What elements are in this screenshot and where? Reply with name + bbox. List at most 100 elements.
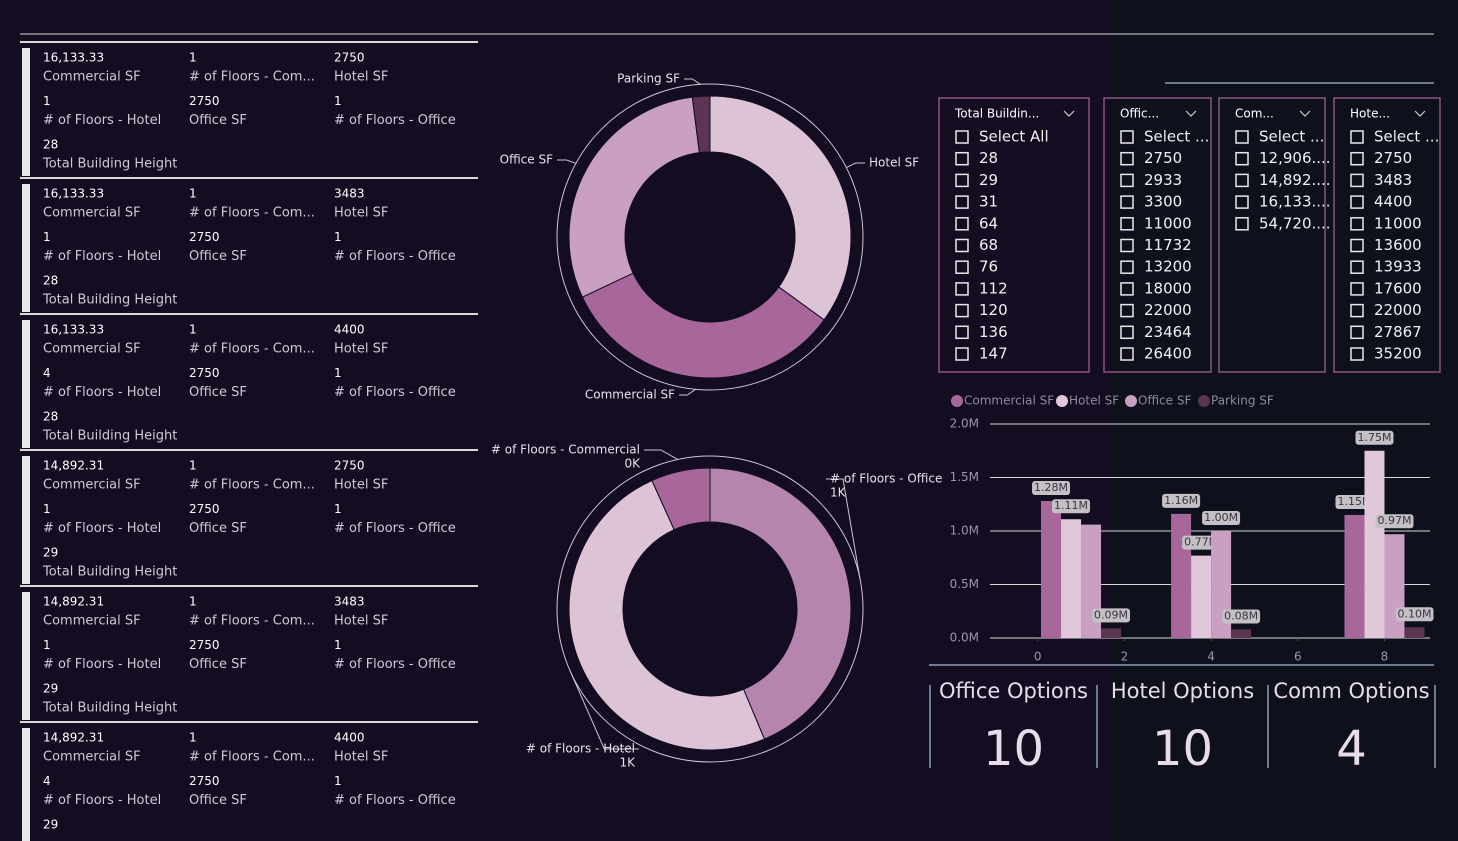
donut-ring — [556, 83, 864, 391]
checkbox[interactable] — [1350, 347, 1364, 361]
checkbox[interactable] — [955, 303, 969, 318]
checkbox[interactable] — [1120, 303, 1134, 318]
slicer-item[interactable]: 12,906.... — [1259, 149, 1331, 167]
checkbox[interactable] — [1350, 195, 1364, 209]
slicer-chevron[interactable] — [1063, 110, 1075, 117]
slicer-item[interactable]: 27867 — [1374, 323, 1422, 341]
slicer-item[interactable]: 31 — [979, 193, 998, 211]
slicer-chevron[interactable] — [1185, 110, 1197, 117]
checkbox[interactable] — [1120, 260, 1134, 274]
slicer-item[interactable]: 11000 — [1374, 214, 1422, 232]
slicer-item[interactable]: 28 — [979, 149, 998, 167]
checkbox[interactable] — [1120, 238, 1134, 253]
checkbox[interactable] — [1235, 173, 1249, 188]
checkbox[interactable] — [1120, 217, 1134, 231]
checkbox[interactable] — [955, 151, 969, 166]
slicer-item[interactable]: 26400 — [1144, 345, 1192, 363]
checkbox[interactable] — [1350, 217, 1364, 231]
slicer-item[interactable]: 13600 — [1374, 236, 1422, 254]
slicer-item[interactable]: 3483 — [1374, 171, 1412, 189]
card-label: Commercial SF — [43, 342, 141, 357]
card-label: Office SF — [189, 385, 247, 400]
slicer-item[interactable]: 11000 — [1144, 214, 1192, 232]
checkbox[interactable] — [955, 260, 969, 274]
slicer-chevron[interactable] — [1414, 110, 1426, 117]
donut-slice — [568, 96, 700, 298]
slicer-item[interactable]: 112 — [979, 279, 1008, 297]
checkbox[interactable] — [1350, 151, 1364, 166]
checkbox[interactable] — [955, 325, 969, 340]
checkbox[interactable] — [1120, 130, 1134, 144]
card-list: 16,133.33 Commercial SF 1 # of Floors - Com… — [20, 41, 478, 841]
slicer-item[interactable]: 2933 — [1144, 171, 1182, 189]
checkbox[interactable] — [955, 195, 969, 209]
checkbox[interactable] — [1350, 238, 1364, 253]
slicer-item[interactable]: Select ... — [1374, 128, 1439, 146]
slicer-item[interactable]: 22000 — [1374, 301, 1422, 319]
card-value: 1 — [189, 187, 197, 201]
checkbox[interactable] — [1120, 173, 1134, 188]
card-label: Total Building Height — [42, 701, 177, 716]
checkbox[interactable] — [1120, 347, 1134, 361]
slicer-item[interactable]: Select ... — [1259, 128, 1324, 146]
slicer-item[interactable]: 147 — [979, 345, 1008, 363]
checkbox[interactable] — [1120, 151, 1134, 166]
card-label: # of Floors - Com... — [189, 342, 315, 357]
slicer-item[interactable]: 76 — [979, 258, 998, 276]
card-label: # of Floors - Office — [334, 385, 456, 400]
slicer-item[interactable]: 18000 — [1144, 279, 1192, 297]
checkbox[interactable] — [1120, 282, 1134, 296]
slicer-item[interactable]: 16,133.... — [1259, 193, 1331, 211]
slicer-item[interactable]: 68 — [979, 236, 998, 254]
checkbox[interactable] — [1235, 130, 1249, 144]
slicer-item[interactable]: 136 — [979, 323, 1008, 341]
card-value: 1 — [189, 731, 197, 745]
checkbox[interactable] — [1350, 282, 1364, 296]
checkbox[interactable] — [1235, 217, 1249, 231]
card-value: 29 — [43, 546, 58, 560]
slicer-item[interactable]: 54,720.... — [1259, 214, 1331, 232]
checkbox[interactable] — [955, 130, 969, 144]
slicer-item[interactable]: 64 — [979, 214, 998, 232]
slicer-item[interactable]: 35200 — [1374, 345, 1422, 363]
checkbox[interactable] — [1350, 173, 1364, 188]
slicer-item[interactable]: 2750 — [1374, 149, 1412, 167]
card-label: # of Floors - Office — [334, 521, 456, 536]
checkbox[interactable] — [1350, 303, 1364, 318]
checkbox[interactable] — [955, 238, 969, 253]
checkbox[interactable] — [955, 217, 969, 231]
card-accent — [22, 320, 30, 448]
checkbox[interactable] — [955, 347, 969, 361]
slicer-item[interactable]: 4400 — [1374, 193, 1412, 211]
checkbox[interactable] — [1350, 260, 1364, 274]
donut-ring — [556, 455, 864, 763]
checkbox[interactable] — [1350, 325, 1364, 340]
checkbox[interactable] — [1120, 195, 1134, 209]
donut-label: Parking SF — [617, 72, 680, 86]
checkbox[interactable] — [1235, 151, 1249, 166]
slicer-item[interactable]: 13933 — [1374, 258, 1422, 276]
checkbox[interactable] — [955, 282, 969, 296]
slicer-item[interactable]: 14,892.... — [1259, 171, 1331, 189]
slicer-item[interactable]: 3300 — [1144, 193, 1182, 211]
slicer-item[interactable]: Select All — [979, 128, 1049, 146]
card-value: 28 — [43, 274, 58, 288]
slicer-item[interactable]: 22000 — [1144, 301, 1192, 319]
slicer-item[interactable]: 29 — [979, 171, 998, 189]
checkbox[interactable] — [1120, 325, 1134, 340]
card-accent — [22, 48, 30, 176]
card-value: 2750 — [189, 774, 220, 788]
slicer-item[interactable]: 120 — [979, 301, 1008, 319]
slicer-item[interactable]: Select ... — [1144, 128, 1209, 146]
slicer-item[interactable]: 23464 — [1144, 323, 1192, 341]
checkbox[interactable] — [955, 173, 969, 188]
slicer-chevron[interactable] — [1299, 110, 1311, 117]
leader-line — [846, 162, 865, 168]
slicer-item[interactable]: 2750 — [1144, 149, 1182, 167]
slicer-item[interactable]: 17600 — [1374, 279, 1422, 297]
slicer-header: Total Buildin... — [954, 107, 1039, 121]
slicer-item[interactable]: 13200 — [1144, 258, 1192, 276]
slicer-item[interactable]: 11732 — [1144, 236, 1192, 254]
checkbox[interactable] — [1235, 195, 1249, 209]
checkbox[interactable] — [1350, 130, 1364, 144]
